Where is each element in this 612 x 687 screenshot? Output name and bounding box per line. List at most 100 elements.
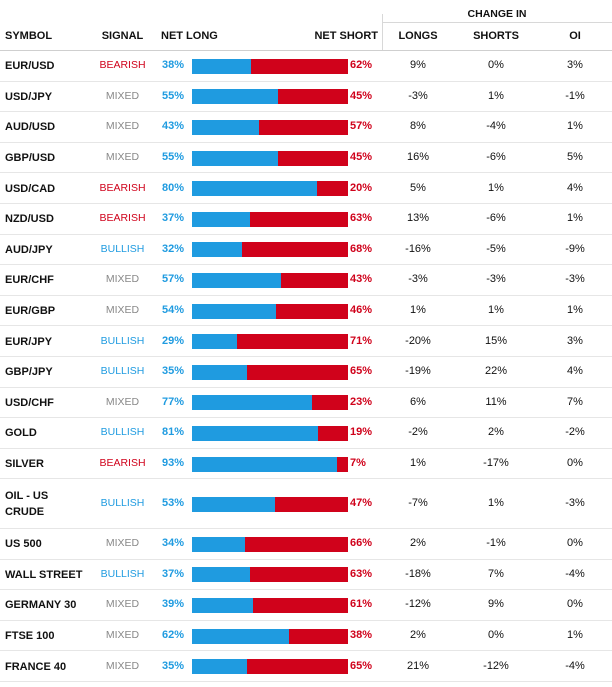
row-oi-change: -4% [565,659,585,672]
net-short-bar-segment [312,395,348,411]
table-row[interactable]: OIL - US CRUDE BULLISH 53% 47% -7% 1% -3% [0,479,612,529]
net-long-column-header[interactable]: NET LONG [161,30,218,42]
row-sentiment-bar [192,425,348,441]
row-symbol[interactable]: FTSE 100 [5,630,55,643]
longs-column-header[interactable]: LONGS [398,30,438,42]
row-net-short: 7% [350,457,366,470]
net-long-bar-segment [192,89,278,105]
row-shorts-change: -6% [486,151,506,164]
row-net-long: 62% [161,629,184,642]
symbol-column-header[interactable]: SYMBOL [5,30,53,42]
row-symbol[interactable]: OIL - US CRUDE [5,488,48,520]
row-shorts-change: 7% [488,567,504,580]
row-signal: BEARISH [99,457,146,470]
net-long-bar-segment [192,334,237,350]
net-short-bar-segment [337,456,348,472]
row-oi-change: 1% [567,629,583,642]
row-longs-change: -18% [405,567,431,580]
row-symbol[interactable]: GBP/JPY [5,366,53,379]
row-net-long: 38% [161,59,184,72]
table-row[interactable]: AUD/JPY BULLISH 32% 68% -16% -5% -9% [0,235,612,266]
row-shorts-change: 1% [488,181,504,194]
row-net-short: 46% [350,304,373,317]
row-shorts-change: 15% [484,334,508,347]
row-oi-change: -3% [565,497,585,510]
table-row[interactable]: GOLD BULLISH 81% 19% -2% 2% -2% [0,418,612,449]
row-sentiment-bar [192,242,348,258]
row-symbol[interactable]: AUD/JPY [5,243,53,256]
table-row[interactable]: GBP/JPY BULLISH 35% 65% -19% 22% 4% [0,357,612,388]
row-net-short: 20% [350,181,373,194]
row-longs-change: -19% [405,365,431,378]
net-long-bar-segment [192,456,337,472]
row-symbol[interactable]: USD/CHF [5,396,54,409]
row-shorts-change: -5% [486,242,506,255]
net-long-bar-segment [192,496,275,512]
row-symbol[interactable]: EUR/GBP [5,305,56,318]
row-symbol[interactable]: GBP/USD [5,152,56,165]
row-net-long: 80% [161,181,184,194]
row-symbol[interactable]: EUR/USD [5,60,55,73]
row-symbol-line: CRUDE [5,506,45,519]
table-row[interactable]: SILVER BEARISH 93% 7% 1% -17% 0% [0,449,612,480]
row-symbol[interactable]: USD/JPY [5,90,53,103]
net-short-bar-segment [250,211,348,227]
table-row[interactable]: EUR/JPY BULLISH 29% 71% -20% 15% 3% [0,326,612,357]
row-sentiment-bar [192,181,348,197]
row-net-short: 38% [350,629,373,642]
net-short-bar-segment [259,119,348,135]
row-longs-change: -12% [405,598,431,611]
row-oi-change: 3% [567,334,583,347]
table-row[interactable]: FTSE 100 MIXED 62% 38% 2% 0% 1% [0,621,612,652]
signal-column-header[interactable]: SIGNAL [101,30,144,42]
table-row[interactable]: AUD/USD MIXED 43% 57% 8% -4% 1% [0,112,612,143]
row-signal: MIXED [105,273,140,286]
row-signal: BEARISH [99,59,146,72]
table-row[interactable]: EUR/CHF MIXED 57% 43% -3% -3% -3% [0,265,612,296]
row-shorts-change: 9% [488,598,504,611]
row-symbol[interactable]: GERMANY 30 [5,599,77,612]
row-shorts-change: 0% [488,59,504,72]
row-signal: MIXED [105,151,140,164]
row-shorts-change: 1% [488,304,504,317]
net-short-bar-segment [245,536,348,552]
shorts-column-header[interactable]: SHORTS [473,30,519,42]
table-row[interactable]: USD/CHF MIXED 77% 23% 6% 11% 7% [0,388,612,419]
table-row[interactable]: WALL STREET BULLISH 37% 63% -18% 7% -4% [0,560,612,591]
table-row[interactable]: GBP/USD MIXED 55% 45% 16% -6% 5% [0,143,612,174]
header-divider [0,50,612,51]
net-short-bar-segment [289,628,348,644]
table-row[interactable]: USD/CAD BEARISH 80% 20% 5% 1% 4% [0,173,612,204]
row-sentiment-bar [192,150,348,166]
row-sentiment-bar [192,119,348,135]
row-symbol[interactable]: WALL STREET [5,568,83,581]
row-symbol[interactable]: US 500 [5,538,42,551]
row-net-long: 93% [161,457,184,470]
row-symbol[interactable]: FRANCE 40 [5,660,67,673]
row-net-long: 55% [161,89,184,102]
row-net-short: 68% [350,242,373,255]
row-signal: BULLISH [100,365,145,378]
row-oi-change: -1% [565,89,585,102]
table-row[interactable]: USD/JPY MIXED 55% 45% -3% 1% -1% [0,82,612,113]
row-symbol[interactable]: GOLD [5,427,37,440]
table-row[interactable]: NZD/USD BEARISH 37% 63% 13% -6% 1% [0,204,612,235]
row-symbol[interactable]: USD/CAD [5,182,56,195]
row-symbol[interactable]: NZD/USD [5,213,54,226]
row-symbol[interactable]: AUD/USD [5,121,56,134]
table-row[interactable]: EUR/GBP MIXED 54% 46% 1% 1% 1% [0,296,612,327]
row-shorts-change: -12% [483,659,509,672]
table-row[interactable]: FRANCE 40 MIXED 35% 65% 21% -12% -4% [0,651,612,682]
row-symbol[interactable]: SILVER [5,458,44,471]
table-row[interactable]: GERMANY 30 MIXED 39% 61% -12% 9% 0% [0,590,612,621]
row-symbol[interactable]: EUR/JPY [5,335,53,348]
row-symbol[interactable]: EUR/CHF [5,274,54,287]
net-short-column-header[interactable]: NET SHORT [314,30,378,42]
table-row[interactable]: US 500 MIXED 34% 66% 2% -1% 0% [0,529,612,560]
row-net-long: 43% [161,120,184,133]
oi-column-header[interactable]: OI [569,30,581,42]
table-row[interactable]: EUR/USD BEARISH 38% 62% 9% 0% 3% [0,51,612,82]
row-signal: BULLISH [100,334,145,347]
row-net-long: 37% [161,212,184,225]
net-long-bar-segment [192,425,318,441]
